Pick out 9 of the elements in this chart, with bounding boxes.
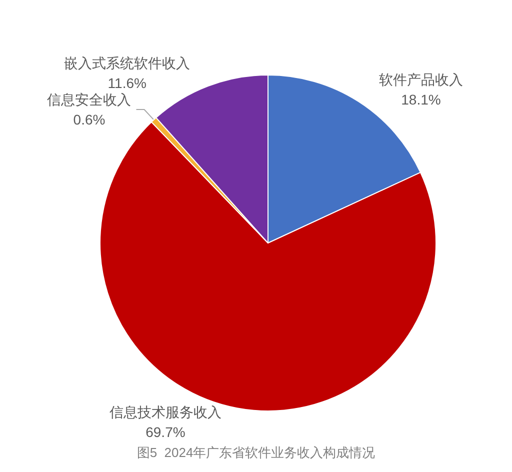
data-label: 69.7%: [146, 424, 186, 440]
slice-label: 信息安全收入: [47, 92, 132, 108]
text: 图5 2024年广东省软件业务收入构成情况: [136, 445, 376, 460]
data-label: 11.6%: [108, 74, 146, 91]
slice-label: 信息技术服务收入: [109, 404, 222, 420]
data-label: 0.6%: [73, 112, 106, 128]
data-label: 18.1%: [401, 92, 441, 108]
slice-label: 嵌入式系统软件收入: [64, 54, 190, 71]
slice-label: 软件产品收入: [379, 72, 464, 88]
